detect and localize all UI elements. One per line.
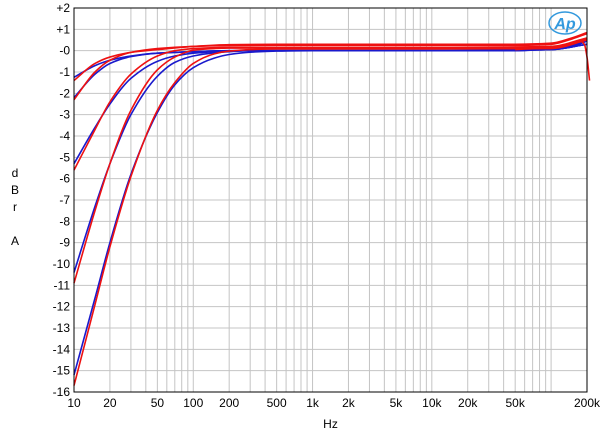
ap-logo: Ap — [548, 11, 582, 35]
y-tick-label: -16 — [53, 385, 71, 399]
series-line-red — [73, 32, 588, 101]
y-axis-ticks: +2 +1 -0 -1 -2 -3 -4 -5 -6 -7 -8 -9 -10 -11 -12 -13 -14 -… — [53, 1, 71, 399]
x-tick-label: 5k — [390, 396, 404, 410]
y-tick-label: -14 — [53, 342, 71, 356]
y-tick-label: -2 — [59, 86, 70, 100]
x-tick-label: 2k — [342, 396, 356, 410]
y-tick-label: -3 — [59, 108, 70, 122]
grid — [73, 7, 588, 393]
y-tick-label: -8 — [59, 214, 70, 228]
x-tick-label: 20 — [103, 396, 117, 410]
x-tick-label: 50 — [151, 396, 165, 410]
x-tick-label: 500 — [267, 396, 287, 410]
y-tick-label: -1 — [59, 65, 70, 79]
y-tick-label: -5 — [59, 150, 70, 164]
x-tick-label: 200k — [574, 396, 600, 410]
y-tick-label: -12 — [53, 300, 71, 314]
x-tick-label: 10 — [67, 396, 81, 410]
x-tick-label: 100 — [183, 396, 203, 410]
x-tick-label: 50k — [506, 396, 526, 410]
series-line-red — [73, 31, 588, 82]
x-axis-label: Hz — [323, 417, 338, 431]
y-tick-label: -7 — [59, 193, 70, 207]
y-tick-label: -6 — [59, 172, 70, 186]
y-tick-label: -13 — [53, 321, 71, 335]
ap-logo-ellipse — [548, 11, 582, 35]
x-tick-label: 10k — [422, 396, 442, 410]
y-axis-label: dBr A — [11, 166, 19, 248]
y-tick-label: -0 — [59, 44, 70, 58]
series-line-red — [73, 38, 588, 284]
ap-logo-text: Ap — [553, 16, 576, 33]
x-axis-ticks: 10 20 50 100 200 500 1k 2k 5k 10k 20k 50k 200k — [67, 396, 600, 410]
y-tick-label: +1 — [56, 22, 70, 36]
y-tick-label: -9 — [59, 236, 70, 250]
series-line-red — [73, 39, 588, 386]
series-line-blue — [73, 43, 588, 165]
y-tick-label: -11 — [54, 278, 71, 292]
series-group — [73, 31, 591, 386]
y-tick-label: -15 — [53, 364, 71, 378]
y-axis-label-char: A — [11, 234, 19, 248]
x-tick-label: 1k — [306, 396, 320, 410]
y-tick-label: -4 — [59, 129, 70, 143]
x-tick-label: 20k — [458, 396, 478, 410]
y-axis-label-char: B — [11, 183, 19, 197]
y-axis-label-char: d — [12, 166, 19, 180]
x-tick-label: 200 — [219, 396, 239, 410]
series-line-blue — [73, 43, 588, 376]
y-tick-label: +2 — [56, 1, 70, 15]
y-axis-label-char: r — [13, 200, 17, 214]
y-tick-label: -10 — [53, 257, 71, 271]
plot-frame — [73, 7, 588, 393]
series-line-red — [73, 37, 588, 171]
